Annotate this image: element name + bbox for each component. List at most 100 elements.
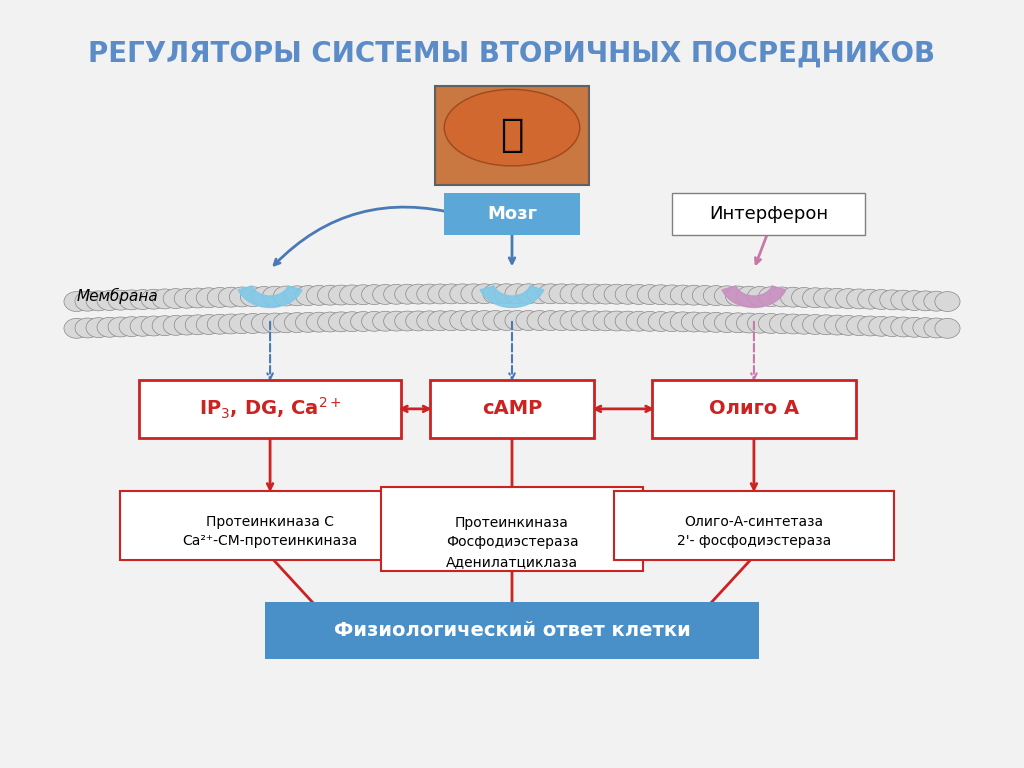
Circle shape	[218, 314, 244, 334]
FancyBboxPatch shape	[652, 380, 855, 438]
Text: Интерферон: Интерферон	[709, 205, 828, 223]
Circle shape	[880, 316, 905, 336]
Circle shape	[450, 310, 475, 330]
FancyBboxPatch shape	[139, 380, 400, 438]
Circle shape	[86, 318, 112, 338]
Circle shape	[582, 284, 607, 304]
Circle shape	[109, 290, 133, 310]
Circle shape	[141, 316, 166, 336]
Circle shape	[527, 310, 552, 330]
Text: Олиго A: Олиго A	[709, 399, 799, 419]
Text: 2'- фосфодиэстераза: 2'- фосфодиэстераза	[677, 534, 831, 548]
Circle shape	[571, 311, 596, 331]
Circle shape	[494, 310, 519, 330]
Circle shape	[769, 287, 795, 307]
Circle shape	[417, 311, 442, 331]
Circle shape	[615, 311, 640, 331]
Circle shape	[725, 313, 751, 333]
Circle shape	[75, 318, 100, 338]
Circle shape	[461, 310, 486, 330]
Text: Протеинкиназа: Протеинкиназа	[455, 516, 569, 530]
Circle shape	[197, 315, 221, 334]
Circle shape	[715, 313, 739, 333]
Circle shape	[417, 284, 442, 304]
Circle shape	[505, 283, 530, 303]
Circle shape	[450, 284, 475, 304]
Circle shape	[902, 290, 927, 310]
Circle shape	[593, 311, 618, 331]
Circle shape	[350, 285, 376, 305]
Circle shape	[538, 310, 563, 330]
Circle shape	[868, 290, 894, 310]
Circle shape	[406, 284, 431, 304]
Circle shape	[163, 316, 188, 336]
Circle shape	[516, 283, 541, 303]
Circle shape	[891, 290, 915, 310]
Circle shape	[824, 315, 850, 335]
Circle shape	[141, 290, 166, 310]
Circle shape	[571, 284, 596, 304]
Circle shape	[637, 285, 663, 305]
Circle shape	[671, 285, 695, 305]
Circle shape	[648, 285, 674, 305]
Circle shape	[549, 310, 574, 330]
Circle shape	[361, 311, 387, 331]
Circle shape	[858, 290, 883, 310]
Text: cAMP: cAMP	[482, 399, 542, 419]
Text: Олиго-А-синтетаза: Олиго-А-синтетаза	[684, 515, 823, 528]
Circle shape	[593, 284, 618, 304]
Circle shape	[792, 314, 817, 334]
Circle shape	[648, 312, 674, 332]
Circle shape	[483, 310, 508, 330]
Circle shape	[494, 283, 519, 303]
Circle shape	[273, 313, 299, 333]
Circle shape	[329, 285, 353, 305]
Text: Ca²⁺-CM-протеинкиназа: Ca²⁺-CM-протеинкиназа	[182, 534, 357, 548]
Circle shape	[824, 288, 850, 308]
FancyBboxPatch shape	[120, 491, 420, 560]
Circle shape	[604, 284, 630, 304]
Circle shape	[340, 285, 365, 305]
Circle shape	[659, 312, 684, 332]
Circle shape	[715, 286, 739, 306]
Circle shape	[153, 289, 177, 309]
Ellipse shape	[444, 89, 580, 166]
Circle shape	[384, 311, 409, 331]
Circle shape	[317, 285, 343, 305]
Circle shape	[394, 311, 420, 331]
Text: РЕГУЛЯТОРЫ СИСТЕМЫ ВТОРИЧНЫХ ПОСРЕДНИКОВ: РЕГУЛЯТОРЫ СИСТЕМЫ ВТОРИЧНЫХ ПОСРЕДНИКОВ	[88, 40, 936, 68]
Circle shape	[891, 317, 915, 337]
Circle shape	[63, 292, 89, 312]
FancyBboxPatch shape	[672, 193, 865, 235]
Circle shape	[527, 284, 552, 303]
Circle shape	[780, 314, 806, 334]
Circle shape	[924, 291, 949, 311]
Circle shape	[748, 313, 773, 333]
Circle shape	[627, 311, 651, 331]
Circle shape	[262, 286, 288, 306]
Circle shape	[759, 313, 783, 333]
FancyBboxPatch shape	[430, 380, 594, 438]
Circle shape	[394, 284, 420, 304]
Circle shape	[461, 284, 486, 303]
Circle shape	[350, 312, 376, 332]
Circle shape	[63, 319, 89, 338]
FancyBboxPatch shape	[434, 85, 590, 185]
Circle shape	[681, 285, 707, 305]
Text: Мембрана: Мембрана	[77, 288, 159, 304]
Circle shape	[902, 317, 927, 337]
Circle shape	[935, 319, 961, 338]
Circle shape	[251, 313, 276, 333]
Circle shape	[814, 315, 839, 335]
Circle shape	[329, 312, 353, 332]
Circle shape	[163, 289, 188, 309]
Circle shape	[97, 290, 122, 310]
Circle shape	[109, 317, 133, 337]
Text: Протеинкиназа C: Протеинкиназа C	[206, 515, 334, 528]
Circle shape	[627, 284, 651, 304]
Circle shape	[703, 286, 728, 306]
Circle shape	[285, 286, 309, 306]
Circle shape	[912, 291, 938, 311]
Circle shape	[373, 284, 397, 304]
Circle shape	[681, 312, 707, 332]
